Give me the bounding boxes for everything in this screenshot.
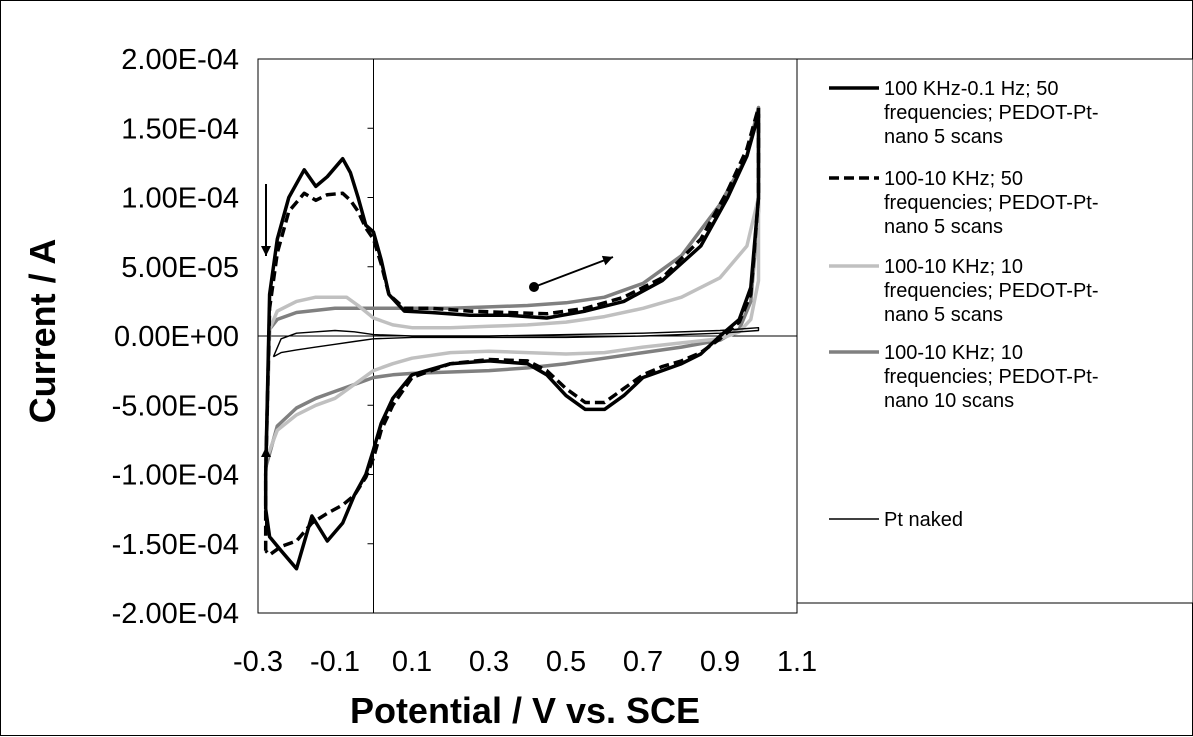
legend-label-5: Pt naked — [884, 509, 963, 531]
x-tick-label: 0.1 — [392, 646, 432, 678]
scan-direction-arrows — [261, 184, 614, 527]
x-tick-label: -0.3 — [233, 646, 283, 678]
x-tick-labels: -0.3 -0.1 0.1 0.3 0.5 0.7 0.9 1.1 — [233, 646, 817, 678]
legend-label-3: nano 5 scans — [884, 304, 1003, 326]
x-tick-label: 1.1 — [777, 646, 817, 678]
y-tick-label: -2.00E-04 — [112, 598, 239, 630]
y-tick-labels: 2.00E-04 1.50E-04 1.00E-04 5.00E-05 0.00E+00… — [112, 44, 239, 630]
legend-label-4: 100-10 KHz; 10 — [884, 342, 1023, 364]
legend-label-1: 100 KHz-0.1 Hz; 50 — [884, 78, 1059, 100]
legend-label-2: frequencies; PEDOT-Pt- — [884, 192, 1099, 214]
y-tick-label: 1.00E-04 — [121, 183, 239, 215]
legend-label-3: 100-10 KHz; 10 — [884, 256, 1023, 278]
y-tick-label: -5.00E-05 — [112, 390, 239, 422]
legend-label-3: frequencies; PEDOT-Pt- — [884, 280, 1099, 302]
legend-label-2: nano 5 scans — [884, 216, 1003, 238]
y-tick-label: 2.00E-04 — [121, 44, 239, 76]
x-tick-label: 0.5 — [546, 646, 586, 678]
x-tick-label: 0.7 — [623, 646, 663, 678]
legend-label-1: frequencies; PEDOT-Pt- — [884, 102, 1099, 124]
y-tick-label: -1.00E-04 — [112, 460, 239, 492]
y-tick-label: 5.00E-05 — [121, 252, 239, 284]
series-line-1 — [263, 112, 761, 571]
arrow-down-head — [261, 246, 271, 256]
legend-label-4: frequencies; PEDOT-Pt- — [884, 366, 1099, 388]
x-tick-label: -0.1 — [310, 646, 360, 678]
x-tick-label: 0.3 — [469, 646, 509, 678]
legend-label-4: nano 10 scans — [884, 390, 1014, 412]
arrow-up-head — [261, 447, 271, 457]
x-axis-title: Potential / V vs. SCE — [350, 690, 700, 731]
legend-label-1: nano 5 scans — [884, 126, 1003, 148]
x-tick-label: 0.9 — [700, 646, 740, 678]
legend-box — [796, 58, 1193, 604]
y-tick-label: 0.00E+00 — [114, 321, 239, 353]
y-tick-label: 1.50E-04 — [121, 113, 239, 145]
series-line-5 — [272, 327, 760, 358]
arrow-forward-shaft — [533, 256, 614, 288]
y-tick-label: -1.50E-04 — [112, 529, 239, 561]
series-lines — [263, 105, 761, 571]
arrow-forward-head — [601, 255, 613, 266]
y-axis-title: Current / A — [22, 239, 63, 424]
legend-label-2: 100-10 KHz; 50 — [884, 168, 1023, 190]
